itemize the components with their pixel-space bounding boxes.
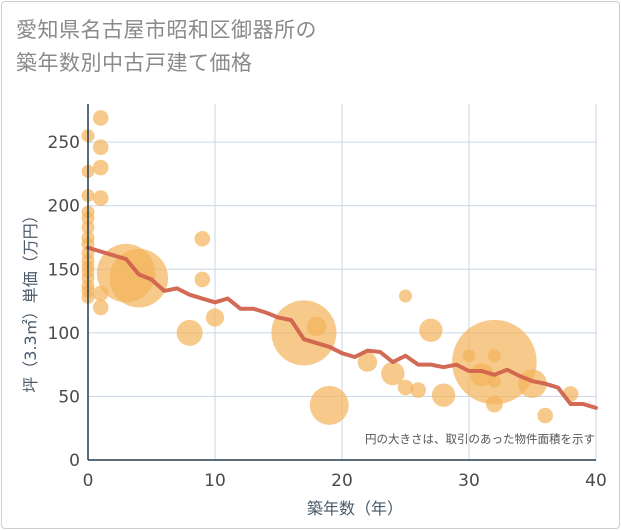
- y-tick-label: 50: [58, 387, 80, 407]
- trend-line: [86, 245, 598, 410]
- y-tick-label: 250: [48, 133, 80, 153]
- axes-layer: [87, 104, 596, 461]
- y-tick-label: 0: [69, 451, 80, 471]
- data-bubble: [487, 349, 501, 363]
- data-bubble: [92, 110, 109, 126]
- data-bubble: [397, 379, 414, 396]
- bubble-size-note: 円の大きさは、取引のあった物件面積を示す: [365, 432, 595, 446]
- data-bubble: [92, 190, 109, 206]
- x-axis-title: 築年数（年）: [307, 499, 403, 518]
- x-tick-label: 20: [331, 471, 353, 491]
- x-tick-label: 30: [458, 471, 480, 491]
- y-tick-label: 150: [48, 260, 80, 280]
- data-bubble: [485, 395, 503, 413]
- chart-title: 愛知県名古屋市昭和区御器所の 築年数別中古戸建て価格: [16, 14, 317, 80]
- data-bubble: [487, 374, 501, 388]
- data-bubble: [194, 230, 211, 247]
- tick-labels: 0 10 20 30 40 0 50 100 150 200 250: [48, 133, 607, 491]
- data-bubble: [109, 248, 169, 308]
- data-bubble: [410, 382, 427, 398]
- x-tick-label: 0: [83, 471, 94, 491]
- data-bubble: [357, 352, 378, 372]
- chart-title-line-1: 愛知県名古屋市昭和区御器所の: [16, 18, 317, 42]
- y-axis-title: 坪（3.3㎡）単価（万円）: [21, 207, 40, 392]
- data-bubble: [92, 139, 109, 156]
- data-bubble: [431, 383, 456, 407]
- data-bubble: [194, 271, 211, 288]
- data-bubble: [92, 299, 109, 316]
- bubble-layer: [81, 110, 579, 425]
- data-bubble: [537, 407, 553, 424]
- data-bubble: [419, 318, 443, 343]
- trend-layer: [86, 245, 598, 410]
- x-tick-label: 10: [204, 471, 226, 491]
- data-bubble: [399, 289, 412, 303]
- chart-title-line-2: 築年数別中古戸建て価格: [16, 51, 253, 75]
- data-bubble: [271, 300, 337, 366]
- data-bubble: [381, 361, 405, 386]
- data-bubble: [92, 159, 109, 176]
- y-tick-label: 100: [48, 324, 80, 344]
- y-tick-label: 200: [48, 197, 80, 217]
- data-bubble: [306, 316, 327, 337]
- x-tick-label: 40: [585, 471, 607, 491]
- data-bubble: [205, 308, 225, 327]
- data-bubble: [176, 319, 203, 346]
- data-bubble: [309, 385, 349, 425]
